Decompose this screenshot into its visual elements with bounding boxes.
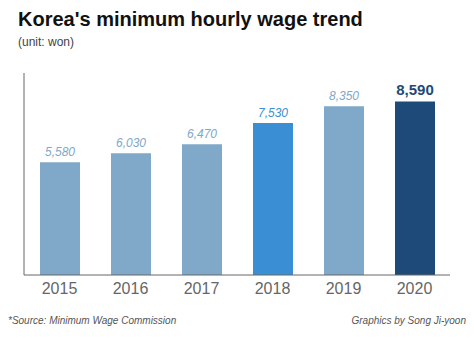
svg-text:8,350: 8,350 [329, 89, 359, 103]
svg-text:2020: 2020 [397, 280, 433, 297]
svg-text:2019: 2019 [326, 280, 362, 297]
svg-text:2015: 2015 [42, 280, 78, 297]
html-text:*Source: Minimum Wage Commissi: *Source: Minimum Wage Commission [8, 315, 177, 326]
html-text:(unit: won): (unit: won) [18, 35, 74, 49]
html-text:Korea's minimum hourly wage tr: Korea's minimum hourly wage trend [18, 8, 363, 30]
svg-text:5,580: 5,580 [45, 145, 75, 159]
svg-text:6,030: 6,030 [116, 136, 146, 150]
svg-text:6,470: 6,470 [187, 127, 217, 141]
svg-text:2016: 2016 [113, 280, 149, 297]
svg-text:2018: 2018 [255, 280, 291, 297]
html-text:Graphics by Song Ji-yoon: Graphics by Song Ji-yoon [351, 315, 466, 326]
svg-text:8,590: 8,590 [396, 81, 434, 98]
svg-text:2017: 2017 [184, 280, 220, 297]
svg-text:7,530: 7,530 [258, 106, 288, 120]
